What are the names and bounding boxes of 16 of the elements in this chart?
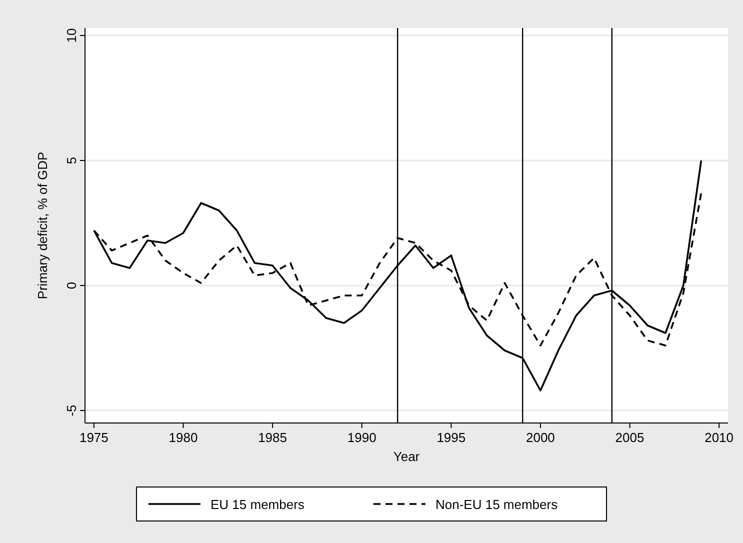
legend-label: EU 15 members (210, 497, 305, 512)
x-tick-label: 2005 (615, 430, 644, 445)
x-tick-label: 1990 (347, 430, 376, 445)
y-axis-title: Primary deficit, % of GDP (35, 152, 50, 300)
x-tick-label: 2000 (526, 430, 555, 445)
legend-label: Non-EU 15 members (436, 497, 558, 512)
y-tick-label: -5 (64, 404, 79, 416)
x-tick-label: 2010 (704, 430, 734, 445)
y-tick-label: 10 (64, 28, 79, 43)
x-tick-label: 1985 (258, 430, 288, 445)
x-tick-label: 1975 (79, 430, 108, 445)
y-tick-label: 5 (64, 156, 79, 164)
x-tick-label: 1995 (436, 430, 466, 445)
y-tick-label: 0 (64, 282, 79, 290)
x-tick-label: 1980 (168, 430, 198, 445)
x-axis-title: Year (393, 449, 420, 464)
